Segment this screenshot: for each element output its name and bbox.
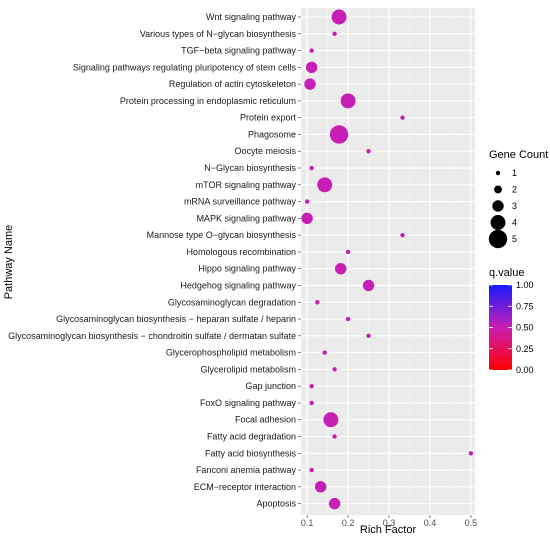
y-tick-label: Glycerophospholipid metabolism xyxy=(166,348,296,358)
y-tick-label: mTOR signaling pathway xyxy=(196,180,297,190)
data-point xyxy=(315,300,320,305)
y-tick-label: Fatty acid biosynthesis xyxy=(205,448,297,458)
data-point xyxy=(329,125,349,144)
y-tick-label: Regulation of actin cytoskeleton xyxy=(169,79,296,89)
y-tick-label: Fatty acid degradation xyxy=(207,432,296,442)
x-axis-title: Rich Factor xyxy=(360,524,417,536)
color-legend-label: 0.50 xyxy=(516,323,534,333)
size-legend-label: 1 xyxy=(512,168,517,178)
data-point xyxy=(335,263,347,275)
data-point xyxy=(309,400,314,406)
color-legend-label: 0.00 xyxy=(516,365,534,375)
plot-panel xyxy=(301,8,475,515)
color-legend-label: 1.00 xyxy=(516,280,534,290)
data-point xyxy=(332,31,337,36)
size-legend-dot xyxy=(495,170,501,176)
data-point xyxy=(366,149,371,154)
y-tick-label: Mannose type O−glycan biosynthesis xyxy=(147,230,297,240)
size-legend-dot xyxy=(488,229,508,249)
data-point xyxy=(301,212,313,225)
data-point xyxy=(331,9,347,25)
data-point xyxy=(309,48,314,53)
x-tick-label: 0.3 xyxy=(383,518,396,528)
data-point xyxy=(317,177,333,193)
x-tick-label: 0.2 xyxy=(342,518,355,528)
y-tick-label: Signaling pathways regulating pluripoten… xyxy=(73,62,297,72)
data-point xyxy=(362,279,375,292)
color-legend-bar xyxy=(489,285,512,370)
size-legend-dot xyxy=(492,200,504,212)
y-axis-tick-labels: Wnt signaling pathway Various types of N−… xyxy=(8,12,301,509)
data-point xyxy=(323,412,339,428)
x-axis-ticks: 0.1 0.2 0.3 0.4 0.5 xyxy=(301,515,477,528)
y-tick-label: Phagosome xyxy=(248,129,296,139)
size-legend-dot xyxy=(494,185,502,194)
data-points xyxy=(301,9,474,510)
data-point xyxy=(309,383,314,389)
y-tick-label: Apoptosis xyxy=(256,499,296,509)
data-point xyxy=(468,451,474,456)
y-tick-label: mRNA surveillance pathway xyxy=(184,197,297,207)
y-tick-label: Protein export xyxy=(240,113,297,123)
y-tick-label: Glycosaminoglycan biosynthesis − heparan… xyxy=(56,314,296,324)
data-point xyxy=(400,232,405,238)
x-tick-label: 0.1 xyxy=(301,518,314,528)
data-point xyxy=(304,199,310,204)
data-point xyxy=(328,497,341,510)
y-tick-label: Glycerolipid metabolism xyxy=(200,364,296,374)
y-tick-label: Wnt signaling pathway xyxy=(206,12,297,22)
color-legend: q.value 0.00 0.25 0.50 0.75 1.00 xyxy=(489,267,534,375)
size-legend: Gene Count 1 2 3 4 5 xyxy=(488,149,548,249)
data-point xyxy=(304,78,316,90)
y-tick-label: Fanconi anemia pathway xyxy=(196,465,297,475)
y-tick-label: TGF−beta signaling pathway xyxy=(181,46,296,56)
y-tick-label: Hippo signaling pathway xyxy=(198,264,296,274)
y-tick-label: MAPK signaling pathway xyxy=(196,213,296,223)
y-tick-label: Various types of N−glycan biosynthesis xyxy=(140,29,297,39)
data-point xyxy=(322,350,327,355)
size-legend-label: 3 xyxy=(512,201,517,211)
data-point xyxy=(314,481,327,493)
data-point xyxy=(400,115,405,120)
y-tick-label: Gap junction xyxy=(245,381,296,391)
y-tick-label: Glycosaminoglycan degradation xyxy=(168,297,296,307)
x-tick-label: 0.5 xyxy=(465,518,478,528)
size-legend-label: 4 xyxy=(512,218,517,228)
data-point xyxy=(309,467,314,473)
data-point xyxy=(340,93,356,109)
data-point xyxy=(345,316,351,322)
y-tick-label: FoxO signaling pathway xyxy=(200,398,297,408)
y-axis-title: Pathway Name xyxy=(3,225,15,300)
data-point xyxy=(305,61,318,74)
y-tick-label: Protein processing in endoplasmic reticu… xyxy=(120,96,296,106)
data-point xyxy=(366,333,371,339)
size-legend-title: Gene Count xyxy=(489,149,548,161)
data-point xyxy=(332,367,337,372)
x-tick-label: 0.4 xyxy=(424,518,437,528)
y-tick-label: Hedgehog signaling pathway xyxy=(180,280,296,290)
color-legend-label: 0.75 xyxy=(516,301,534,311)
size-legend-label: 2 xyxy=(512,185,517,195)
size-legend-label: 5 xyxy=(512,234,517,244)
y-tick-label: N−Glycan biosynthesis xyxy=(204,163,296,173)
color-legend-title: q.value xyxy=(489,267,524,279)
y-tick-label: Oocyte meiosis xyxy=(234,146,296,156)
y-tick-label: Homologous recombination xyxy=(186,247,296,257)
y-tick-label: Glycosaminoglycan biosynthesis − chondro… xyxy=(8,331,296,341)
data-point xyxy=(345,249,351,255)
color-legend-label: 0.25 xyxy=(516,344,534,354)
data-point xyxy=(309,165,314,171)
y-tick-label: Focal adhesion xyxy=(235,415,296,425)
grid-lines xyxy=(301,8,475,515)
size-legend-items: 1 2 3 4 5 xyxy=(488,168,517,249)
data-point xyxy=(332,434,337,439)
color-legend-ticks: 0.00 0.25 0.50 0.75 1.00 xyxy=(489,280,534,375)
y-tick-label: ECM−receptor interaction xyxy=(194,482,296,492)
size-legend-dot xyxy=(490,215,506,230)
